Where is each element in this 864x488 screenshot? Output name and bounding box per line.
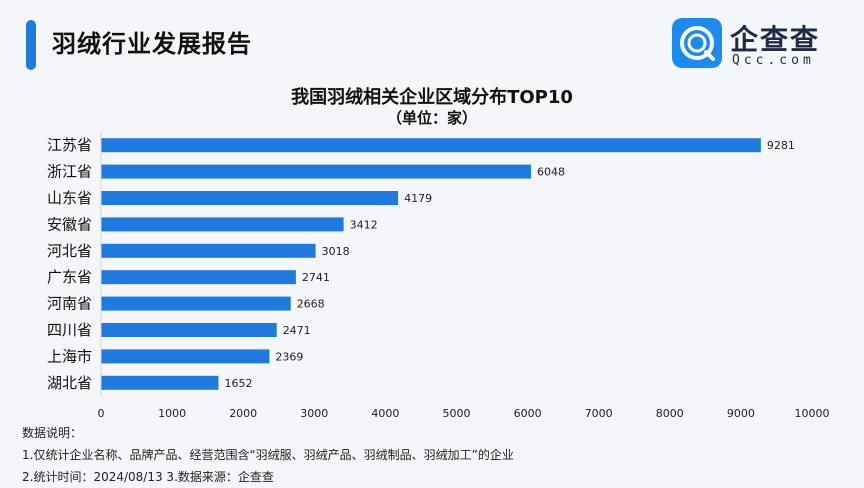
category-label: 浙江省: [47, 163, 92, 181]
brand-logo: 企查查 Qcc.com: [672, 18, 852, 72]
data-notes: 数据说明： 1.仅统计企业名称、品牌产品、经营范围含“羽绒服、羽绒产品、羽绒制品…: [22, 422, 514, 488]
x-tick-label: 0: [98, 407, 105, 420]
bar: [101, 164, 532, 179]
chart-title: 我国羽绒相关企业区域分布TOP10: [291, 87, 573, 108]
category-label: 河南省: [47, 295, 92, 313]
bar: [101, 296, 291, 311]
category-label: 江苏省: [47, 136, 92, 154]
category-label: 安徽省: [47, 215, 92, 233]
chart-subtitle: （单位：家）: [386, 109, 477, 127]
data-label: 2369: [275, 350, 303, 363]
x-tick-label: 9000: [727, 407, 755, 420]
title-accent-bar: [26, 20, 36, 70]
category-label: 广东省: [47, 268, 92, 286]
bar: [101, 138, 761, 153]
notes-line-2: 2.统计时间：2024/08/13 3.数据来源：企查查: [22, 470, 274, 484]
data-label: 3018: [322, 245, 350, 258]
bar: [101, 191, 399, 205]
bar: [101, 323, 277, 337]
x-tick-label: 7000: [585, 407, 613, 420]
data-label: 6048: [537, 166, 565, 179]
bar: [101, 375, 219, 390]
notes-heading: 数据说明：: [22, 426, 83, 440]
brand-domain: Qcc.com: [732, 53, 815, 68]
category-label: 四川省: [47, 321, 92, 339]
category-label: 山东省: [47, 189, 92, 207]
data-label: 1652: [224, 377, 252, 390]
report-header: 羽绒行业发展报告 企查查 Qcc.com: [0, 0, 864, 80]
x-tick-label: 10000: [795, 407, 830, 420]
x-tick-label: 1000: [158, 407, 186, 420]
bar: [101, 349, 270, 364]
data-label: 4179: [404, 192, 432, 205]
bar-chart: 江苏省 9281 浙江省 6048 山东省 4179 安徽省 3412 河北省 3018 广东省 27…: [47, 132, 830, 420]
data-label: 2471: [283, 324, 311, 337]
brand-name: 企查查: [730, 23, 821, 56]
category-label: 河北省: [47, 242, 92, 260]
x-tick-label: 3000: [300, 407, 328, 420]
report-title: 羽绒行业发展报告: [52, 30, 252, 58]
x-tick-label: 5000: [443, 407, 471, 420]
bar: [101, 270, 296, 285]
notes-line-1: 1.仅统计企业名称、品牌产品、经营范围含“羽绒服、羽绒产品、羽绒制品、羽绒加工”…: [22, 448, 514, 462]
category-label: 湖北省: [47, 374, 92, 392]
data-label: 2741: [302, 271, 330, 284]
x-tick-label: 6000: [514, 407, 542, 420]
x-tick-label: 4000: [371, 407, 399, 420]
qcc-logo-icon: [672, 18, 722, 68]
bar: [101, 243, 316, 258]
category-label: 上海市: [47, 347, 92, 365]
data-label: 3412: [350, 218, 378, 231]
data-label: 9281: [767, 139, 795, 152]
bar: [101, 217, 344, 232]
x-tick-label: 8000: [656, 407, 684, 420]
x-tick-label: 2000: [229, 407, 257, 420]
data-label: 2668: [297, 298, 325, 311]
